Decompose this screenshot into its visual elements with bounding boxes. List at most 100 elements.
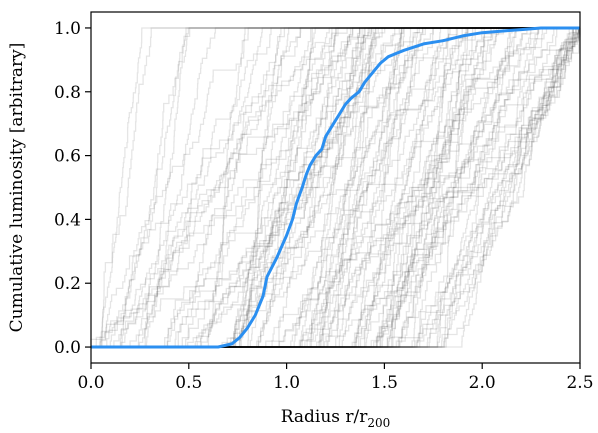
background-profile-line [91, 27, 580, 348]
background-profile-line [91, 27, 580, 348]
background-profile-line [91, 27, 580, 348]
x-tick-label: 0.5 [175, 373, 202, 393]
background-profile-line [91, 27, 580, 348]
x-tick-label: 2.5 [566, 373, 593, 393]
background-profile-line [91, 27, 580, 348]
background-profile-line [91, 27, 580, 348]
background-profile-line [91, 27, 580, 348]
background-profile-line [91, 27, 581, 348]
background-profile-line [91, 27, 580, 348]
background-profile-line [91, 27, 580, 348]
background-profile-line [91, 27, 580, 348]
background-profile-line [91, 27, 580, 348]
x-tick-label: 0.0 [77, 373, 104, 393]
background-profile-line [91, 27, 580, 348]
highlight-profile [91, 26, 580, 349]
y-tick-label: 0.6 [54, 147, 81, 167]
background-profile-line [91, 27, 580, 348]
y-tick-label: 1.0 [54, 19, 81, 39]
background-profile-line [91, 27, 580, 348]
x-axis-label: Radius r/r200 [281, 407, 391, 430]
background-profile-line [91, 27, 580, 348]
background-profile-line [91, 27, 580, 348]
background-profile-line [91, 27, 580, 348]
background-profile-line [91, 27, 580, 348]
background-profile-line [91, 27, 580, 348]
background-profile-line [91, 27, 580, 348]
background-profile-line [91, 27, 580, 348]
background-profile-line [91, 27, 580, 348]
background-profile-line [91, 27, 580, 348]
y-tick-label: 0.4 [54, 210, 81, 230]
background-profile-line [90, 27, 580, 347]
background-profile-line [91, 27, 580, 348]
background-profile-line [91, 27, 580, 348]
background-profile-line [91, 27, 580, 348]
background-profile-line [91, 27, 581, 348]
background-profile-line [91, 27, 580, 348]
background-profile-line [91, 27, 580, 348]
background-profile-line [91, 27, 580, 348]
background-profile-line [91, 27, 580, 348]
background-profile-line [91, 27, 580, 348]
background-profile-line [91, 27, 580, 348]
background-profile-line [91, 28, 581, 348]
background-profile-lines [90, 27, 581, 348]
background-profile-line [91, 27, 580, 348]
background-profile-line [91, 27, 580, 348]
background-profile-line [91, 27, 580, 348]
background-profile-line [91, 27, 580, 348]
background-profile-line [91, 27, 580, 348]
y-tick-label: 0.2 [54, 274, 81, 294]
background-profile-line [91, 27, 580, 348]
background-profile-line [91, 27, 580, 348]
background-profile-line [91, 27, 580, 348]
background-profile-line [91, 27, 580, 348]
background-profile-line [91, 27, 580, 348]
background-profile-line [91, 27, 580, 348]
background-profile-line [91, 27, 580, 348]
background-profile-line [91, 27, 580, 348]
background-profile-line [91, 27, 580, 348]
background-profile-line [91, 27, 580, 348]
background-profile-line [91, 28, 581, 348]
background-profile-line [91, 27, 580, 348]
background-profile-line [91, 27, 580, 348]
background-profile-line [91, 27, 580, 348]
background-profile-line [91, 27, 580, 348]
background-profile-line [91, 27, 580, 348]
plot-frame [90, 11, 581, 364]
background-profile-line [91, 27, 580, 348]
background-profile-line [91, 27, 580, 348]
background-profile-line [91, 27, 580, 348]
background-profile-line [91, 27, 580, 348]
background-profile-line [91, 27, 580, 348]
y-tick-label: 0.8 [54, 83, 81, 103]
background-profile-line [91, 27, 580, 348]
y-axis-label: Cumulative luminosity [arbitrary] [7, 43, 27, 333]
background-profile-line [91, 27, 580, 348]
background-profile-line [91, 27, 580, 348]
background-profile-line [91, 27, 580, 348]
background-profile-line [91, 27, 580, 348]
background-profile-line [91, 27, 580, 348]
background-profile-line [91, 27, 580, 348]
background-profile-line [91, 27, 580, 348]
background-profile-line [91, 27, 580, 348]
background-profile-line [91, 27, 580, 348]
background-profile-line [91, 27, 580, 348]
background-profile-line [91, 27, 580, 348]
background-profile-line [91, 27, 580, 348]
background-profile-line [91, 27, 580, 348]
x-tick-label: 2.0 [469, 373, 496, 393]
background-profile-line [91, 27, 580, 348]
background-profile-line [91, 27, 580, 348]
y-tick-label: 0.0 [54, 338, 81, 358]
background-profile-line [91, 27, 580, 348]
highlight-profile-line [91, 26, 580, 349]
background-profile-line [91, 27, 580, 348]
x-axis-ticks: 0.0 0.5 1.0 1.5 2.0 2.5 [77, 363, 594, 393]
background-profile-line [91, 27, 580, 348]
background-profile-line [91, 27, 580, 348]
